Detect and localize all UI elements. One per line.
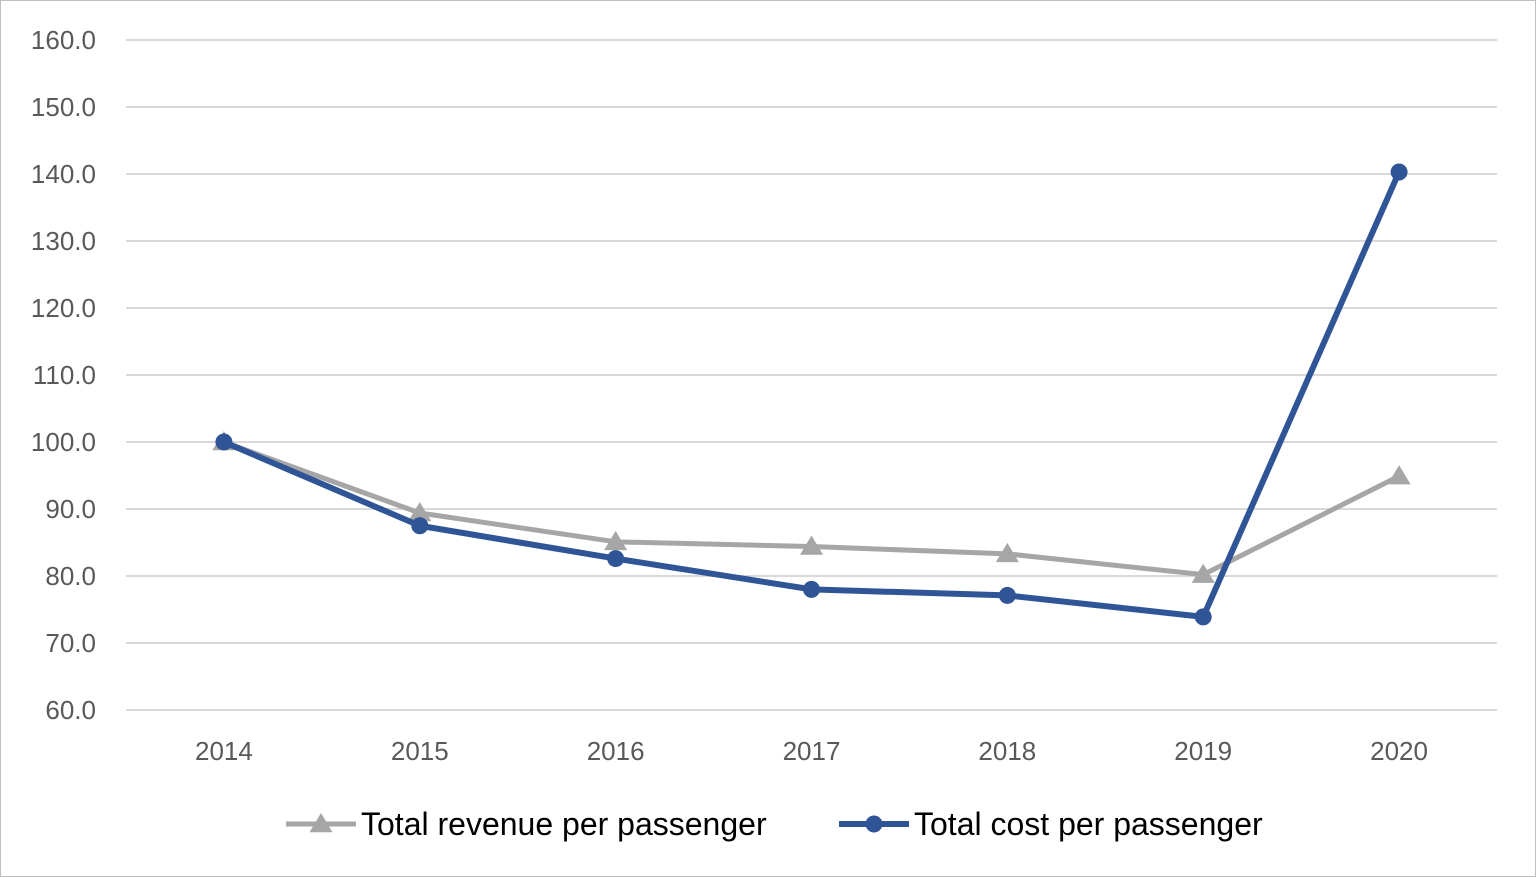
legend-item: Total cost per passenger (839, 806, 1263, 842)
y-tick-label: 110.0 (33, 360, 96, 390)
data-point (998, 586, 1016, 604)
x-tick-label: 2020 (1370, 736, 1428, 766)
y-tick-label: 80.0 (45, 561, 96, 591)
y-tick-label: 160.0 (31, 25, 96, 55)
data-point (1387, 465, 1411, 485)
legend-marker (865, 815, 883, 833)
legend-marker (309, 813, 333, 833)
legend-label: Total cost per passenger (914, 806, 1263, 842)
x-axis-ticks: 2014 2015 2016 2017 2018 2019 2020 (195, 736, 1428, 766)
y-tick-label: 130.0 (31, 226, 96, 256)
data-point (1194, 608, 1212, 626)
series-cost (215, 163, 1408, 626)
data-point (995, 542, 1019, 563)
gridlines (126, 39, 1497, 711)
y-tick-label: 150.0 (31, 92, 96, 122)
y-tick-label: 60.0 (45, 695, 96, 725)
legend-label: Total revenue per passenger (361, 806, 767, 842)
x-tick-label: 2019 (1174, 736, 1232, 766)
y-axis-ticks: 60.0 70.0 80.0 90.0 100.0 110.0 120.0 130.0 140.… (31, 25, 96, 725)
y-tick-label: 100.0 (31, 427, 96, 457)
data-point (408, 502, 432, 522)
legend: Total revenue per passenger Total cost pe… (286, 806, 1263, 842)
x-tick-label: 2014 (195, 736, 253, 766)
y-tick-label: 90.0 (45, 494, 96, 524)
y-tick-label: 120.0 (31, 293, 96, 323)
data-point (803, 580, 820, 598)
series (212, 163, 1411, 626)
x-tick-label: 2018 (978, 736, 1036, 766)
data-point (607, 550, 625, 568)
y-tick-label: 140.0 (31, 159, 96, 189)
x-tick-label: 2017 (783, 736, 841, 766)
data-point (1390, 163, 1408, 181)
data-point (215, 433, 233, 451)
data-point (799, 535, 824, 555)
data-point (604, 530, 628, 551)
x-tick-label: 2016 (587, 736, 645, 766)
x-tick-label: 2015 (391, 736, 449, 766)
data-point (411, 517, 429, 535)
y-tick-label: 70.0 (45, 628, 96, 658)
data-point (1191, 563, 1215, 583)
legend-item: Total revenue per passenger (286, 806, 767, 842)
